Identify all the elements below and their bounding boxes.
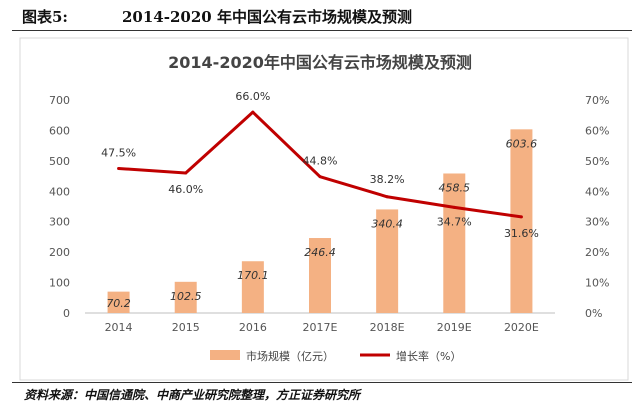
bar-value-label: 170.1: [237, 269, 269, 282]
growth-rate-label: 38.2%: [370, 173, 405, 186]
y-left-tick-label: 700: [49, 94, 70, 107]
x-tick-label: 2014: [105, 321, 133, 334]
bar: [309, 238, 331, 313]
y-left-tick-label: 100: [49, 277, 70, 290]
x-tick-label: 2016: [239, 321, 267, 334]
y-left-tick-label: 500: [49, 155, 70, 168]
y-right-tick-label: 0%: [585, 307, 602, 320]
bar: [107, 291, 130, 313]
legend-swatch-bar: [210, 350, 240, 360]
x-tick-label: 2015: [172, 321, 200, 334]
growth-rate-point: [452, 205, 456, 209]
x-tick-label: 2017E: [303, 321, 338, 334]
bar-value-label: 603.6: [506, 137, 538, 150]
y-left-tick-label: 300: [49, 216, 70, 229]
y-right-tick-label: 40%: [585, 185, 609, 198]
bar: [376, 209, 399, 313]
growth-rate-label: 44.8%: [303, 155, 338, 168]
growth-rate-label: 31.6%: [504, 227, 539, 240]
legend-label-bar: 市场规模（亿元）: [246, 349, 334, 363]
caption-label: 图表5:: [22, 8, 68, 26]
y-right-tick-label: 30%: [585, 216, 609, 229]
y-left-tick-label: 600: [49, 124, 70, 137]
figure-caption: 图表5: 2014-2020 年中国公有云市场规模及预测: [22, 6, 412, 27]
growth-rate-label: 46.0%: [168, 183, 203, 196]
growth-rate-point: [251, 110, 255, 114]
bar-value-label: 458.5: [439, 181, 471, 194]
caption-title: 2014-2020 年中国公有云市场规模及预测: [122, 8, 412, 26]
x-tick-label: 2019E: [437, 321, 472, 334]
y-right-tick-label: 70%: [585, 94, 609, 107]
y-left-tick-label: 400: [49, 185, 70, 198]
y-right-tick-label: 20%: [585, 246, 609, 259]
bar-value-label: 340.4: [371, 217, 403, 230]
y-right-tick-label: 50%: [585, 155, 609, 168]
legend-label-line: 增长率（%）: [396, 349, 461, 363]
source-note: 资料来源：中国信通院、中商产业研究院整理，方正证券研究所: [24, 388, 361, 402]
y-left-tick-label: 200: [49, 246, 70, 259]
growth-rate-label: 66.0%: [235, 90, 270, 103]
bar-value-label: 246.4: [304, 246, 336, 259]
growth-rate-label: 34.7%: [437, 215, 472, 228]
bar-value-label: 70.2: [106, 297, 131, 310]
bar-value-label: 102.5: [170, 290, 202, 303]
x-tick-label: 2018E: [370, 321, 405, 334]
bar: [510, 129, 533, 313]
bar: [241, 261, 264, 313]
growth-rate-point: [184, 171, 188, 175]
growth-rate-point: [385, 195, 389, 199]
source-divider: [12, 382, 632, 383]
growth-rate-point: [117, 166, 121, 170]
y-right-tick-label: 60%: [585, 124, 609, 137]
x-tick-label: 2020E: [504, 321, 539, 334]
growth-rate-point: [519, 215, 523, 219]
growth-rate-point: [318, 175, 322, 179]
y-left-tick-label: 0: [63, 307, 70, 320]
caption-divider: [12, 30, 632, 31]
bar: [174, 281, 197, 313]
y-right-tick-label: 10%: [585, 277, 609, 290]
growth-rate-label: 47.5%: [101, 146, 136, 159]
chart-title: 2014-2020年中国公有云市场规模及预测: [168, 53, 472, 72]
